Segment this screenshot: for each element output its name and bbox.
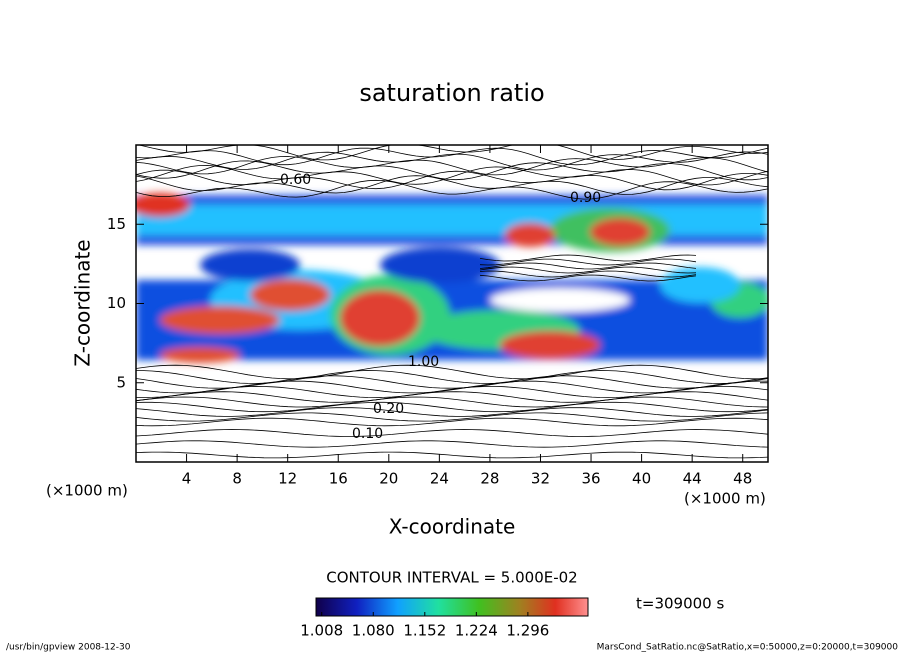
x-tick-label: 4 xyxy=(182,470,192,488)
x-tick-label: 20 xyxy=(379,470,398,488)
x-tick-label: 44 xyxy=(683,470,702,488)
contour-line xyxy=(136,164,768,186)
contour-line xyxy=(479,258,697,266)
x-tick-label: 40 xyxy=(632,470,651,488)
chart-title: saturation ratio xyxy=(359,79,544,107)
y-tick-label: 15 xyxy=(107,215,126,233)
colorbar-tick-label: 1.224 xyxy=(455,622,498,640)
contour-label: 1.00 xyxy=(408,354,439,370)
contour-label: 0.20 xyxy=(373,401,404,417)
contour-line xyxy=(136,151,768,171)
x-tick-label: 12 xyxy=(278,470,297,488)
contour-label: 0.90 xyxy=(570,190,601,206)
contour-line xyxy=(136,160,768,181)
contour-line xyxy=(136,396,768,408)
contour-interval: CONTOUR INTERVAL = 5.000E-02 xyxy=(326,569,577,587)
contour-line xyxy=(479,270,697,278)
footer-left: /usr/bin/gpview 2008-12-30 xyxy=(6,643,131,653)
x-tick-label: 8 xyxy=(232,470,242,488)
contour-line xyxy=(136,401,768,413)
contour-line xyxy=(136,475,768,480)
x-axis-label: X-coordinate xyxy=(389,515,516,539)
x-tick-label: 48 xyxy=(733,470,752,488)
x-tick-label: 28 xyxy=(480,470,499,488)
footer-right: MarsCond_SatRatio.nc@SatRatio,x=0:50000,… xyxy=(597,643,899,653)
contour-line xyxy=(136,429,768,437)
y-unit: (×1000 m) xyxy=(684,490,766,508)
contour-line xyxy=(479,274,697,282)
contour-line xyxy=(136,156,768,176)
contour-line xyxy=(136,417,768,427)
contour-label: 0.60 xyxy=(280,172,311,188)
colorbar-tick-label: 1.296 xyxy=(506,622,549,640)
x-unit: (×1000 m) xyxy=(46,482,128,500)
saturation-field xyxy=(136,193,768,363)
contour-line xyxy=(136,391,768,403)
contour-line xyxy=(136,179,768,200)
colorbar-tick-label: 1.080 xyxy=(352,622,395,640)
contour-line xyxy=(136,407,768,417)
y-axis-label: Z-coordinate xyxy=(71,239,95,366)
contour-line xyxy=(479,266,697,274)
y-tick-label: 5 xyxy=(116,373,126,391)
x-tick-label: 16 xyxy=(329,470,348,488)
contour-lines xyxy=(136,145,768,480)
contour-line xyxy=(479,254,697,262)
y-tick-label: 10 xyxy=(107,294,126,312)
colorbar xyxy=(315,597,589,617)
contour-line xyxy=(136,169,768,191)
contour-line xyxy=(136,451,768,459)
contour-line xyxy=(136,412,768,422)
field xyxy=(136,145,768,480)
contour-line xyxy=(479,262,697,270)
time-label: t=309000 s xyxy=(636,595,724,613)
x-tick-label: 32 xyxy=(531,470,550,488)
x-tick-label: 36 xyxy=(581,470,600,488)
contour-line xyxy=(136,370,768,384)
contour-line xyxy=(136,463,768,468)
colorbar-tick-label: 1.152 xyxy=(403,622,446,640)
x-tick-label: 24 xyxy=(430,470,449,488)
contour-line xyxy=(136,364,768,380)
colorbar-tick-label: 1.008 xyxy=(300,622,343,640)
contour-label: 0.10 xyxy=(352,426,383,442)
contour-line xyxy=(136,147,768,166)
contour-line xyxy=(136,175,768,195)
contour-line xyxy=(136,440,768,448)
